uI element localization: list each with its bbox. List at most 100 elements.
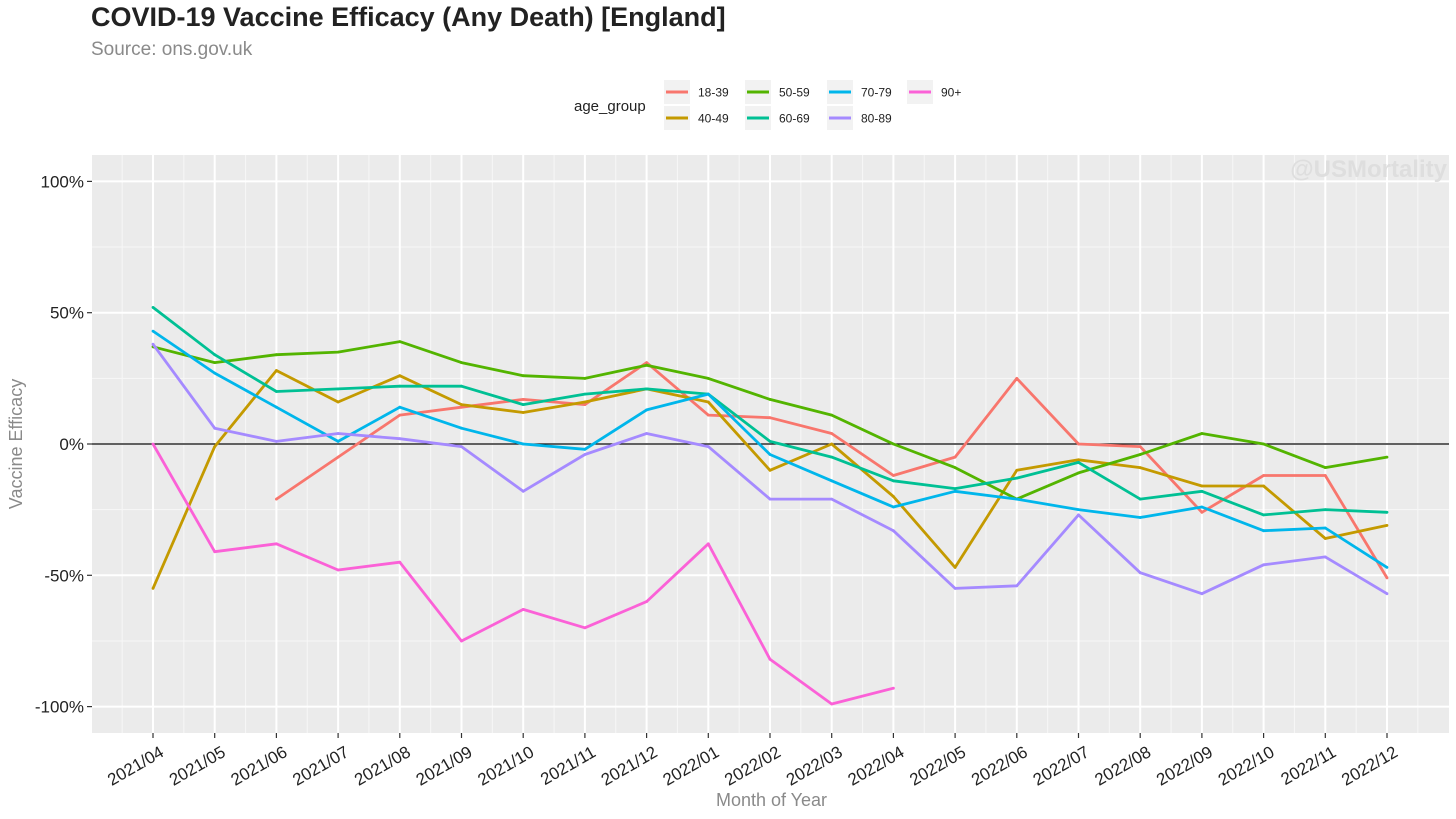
legend-label: 40-49 <box>698 112 729 126</box>
data-point-40-49-2021/04 <box>151 587 155 590</box>
x-tick-label: 2022/01 <box>660 742 723 789</box>
x-tick-label: 2021/05 <box>166 742 229 789</box>
data-point-70-79-2021/06 <box>275 405 278 409</box>
data-point-80-89-2021/07 <box>336 432 340 435</box>
data-point-80-89-2022/05 <box>953 587 957 590</box>
data-point-40-49-2021/11 <box>583 400 587 404</box>
data-point-70-79-2022/01 <box>706 392 710 396</box>
data-point-60-69-2022/07 <box>1077 461 1080 464</box>
x-tick-label: 2022/12 <box>1338 742 1401 789</box>
data-point-80-89-2022/04 <box>892 529 895 533</box>
legend-title: age_group <box>574 98 646 115</box>
data-point-50-59-2022/02 <box>768 398 772 401</box>
data-point-80-89-2021/10 <box>521 489 525 493</box>
legend-item-18-39: 18-39 <box>664 80 729 104</box>
data-point-80-89-2021/11 <box>583 453 587 456</box>
data-point-40-49-2022/04 <box>892 495 895 498</box>
data-point-50-59-2022/01 <box>706 377 710 380</box>
x-axis-ticks: 2021/042021/052021/062021/072021/082021/… <box>104 733 1401 790</box>
data-point-40-49-2022/08 <box>1138 466 1142 469</box>
data-point-80-89-2022/03 <box>830 497 834 501</box>
data-point-90+-2022/01 <box>706 542 710 546</box>
data-point-70-79-2022/02 <box>768 453 772 456</box>
data-point-80-89-2022/02 <box>768 497 772 501</box>
x-tick-label: 2021/09 <box>413 742 476 789</box>
data-point-70-79-2022/03 <box>830 479 834 483</box>
data-point-18-39-2022/11 <box>1323 474 1327 477</box>
data-point-18-39-2021/10 <box>521 398 525 401</box>
data-point-70-79-2022/10 <box>1262 529 1265 533</box>
x-tick-label: 2022/11 <box>1278 742 1340 789</box>
data-point-60-69-2021/08 <box>398 384 402 388</box>
y-axis-title: Vaccine Efficacy <box>6 379 26 509</box>
data-point-18-39-2022/03 <box>830 432 834 435</box>
data-point-90+-2021/04 <box>151 442 155 446</box>
data-point-50-59-2021/12 <box>645 363 648 367</box>
data-point-80-89-2021/04 <box>151 342 155 346</box>
x-tick-label: 2021/10 <box>474 742 537 789</box>
data-point-80-89-2022/11 <box>1323 555 1327 559</box>
data-point-70-79-2022/04 <box>892 505 895 509</box>
data-point-18-39-2022/05 <box>953 455 957 459</box>
data-point-90+-2021/11 <box>583 626 587 630</box>
data-point-60-69-2021/07 <box>336 387 340 391</box>
x-tick-label: 2021/07 <box>289 742 352 789</box>
data-point-50-59-2022/12 <box>1385 455 1389 459</box>
data-point-70-79-2021/11 <box>583 447 587 451</box>
data-point-50-59-2021/11 <box>583 377 587 380</box>
data-point-80-89-2022/07 <box>1077 513 1080 517</box>
data-point-40-49-2021/07 <box>336 400 340 404</box>
data-point-60-69-2021/10 <box>521 403 525 406</box>
data-point-50-59-2021/09 <box>460 361 463 364</box>
data-point-40-49-2022/02 <box>768 468 772 472</box>
x-tick-label: 2021/11 <box>537 742 599 789</box>
data-point-40-49-2022/11 <box>1323 537 1327 540</box>
data-point-70-79-2021/12 <box>645 408 648 412</box>
legend-label: 80-89 <box>861 112 892 126</box>
data-point-50-59-2021/07 <box>336 350 340 354</box>
data-point-18-39-2022/04 <box>892 474 895 477</box>
x-tick-label: 2022/10 <box>1215 742 1278 789</box>
data-point-80-89-2021/12 <box>645 432 648 435</box>
data-point-18-39-2022/02 <box>768 416 772 420</box>
data-point-70-79-2022/07 <box>1077 508 1080 511</box>
y-tick-label: -50% <box>44 566 84 585</box>
data-point-50-59-2021/10 <box>521 374 525 378</box>
x-tick-label: 2022/03 <box>783 742 846 789</box>
series-layer <box>151 306 1389 706</box>
data-point-18-39-2021/08 <box>398 413 402 417</box>
data-point-40-49-2021/10 <box>521 411 525 414</box>
y-tick-label: -100% <box>35 698 84 717</box>
data-point-60-69-2022/12 <box>1385 510 1389 514</box>
data-point-70-79-2021/10 <box>521 442 525 446</box>
data-point-80-89-2022/09 <box>1200 592 1204 596</box>
legend-label: 70-79 <box>861 86 892 100</box>
data-point-50-59-2021/06 <box>275 353 278 357</box>
data-point-70-79-2021/07 <box>336 440 340 443</box>
data-point-60-69-2022/11 <box>1323 508 1327 511</box>
data-point-90+-2022/02 <box>768 657 772 661</box>
data-point-18-39-2021/11 <box>583 403 587 406</box>
data-point-60-69-2021/06 <box>275 390 278 393</box>
data-point-80-89-2022/06 <box>1015 584 1019 588</box>
data-point-18-39-2022/06 <box>1015 377 1019 380</box>
legend-label: 18-39 <box>698 86 729 100</box>
data-point-80-89-2022/08 <box>1138 571 1142 575</box>
data-point-50-59-2022/07 <box>1077 471 1080 475</box>
data-point-40-49-2022/01 <box>706 400 710 404</box>
chart-title: COVID-19 Vaccine Efficacy (Any Death) [E… <box>91 2 726 32</box>
data-point-50-59-2022/10 <box>1262 442 1265 446</box>
x-axis-title: Month of Year <box>716 790 827 810</box>
data-point-50-59-2021/08 <box>398 340 402 343</box>
data-point-60-69-2021/12 <box>645 387 648 391</box>
chart-subtitle: Source: ons.gov.uk <box>91 39 253 60</box>
watermark: @USMortality <box>1290 156 1447 183</box>
y-tick-label: 50% <box>50 304 84 323</box>
data-point-70-79-2022/09 <box>1200 505 1204 509</box>
y-axis-ticks: 100% 50% 0% -50% -100% <box>35 172 92 717</box>
data-point-90+-2021/05 <box>213 550 217 554</box>
data-point-90+-2022/04 <box>892 686 895 690</box>
data-point-18-39-2022/01 <box>706 413 710 417</box>
data-point-90+-2021/09 <box>460 639 463 643</box>
x-tick-label: 2022/04 <box>845 742 908 789</box>
